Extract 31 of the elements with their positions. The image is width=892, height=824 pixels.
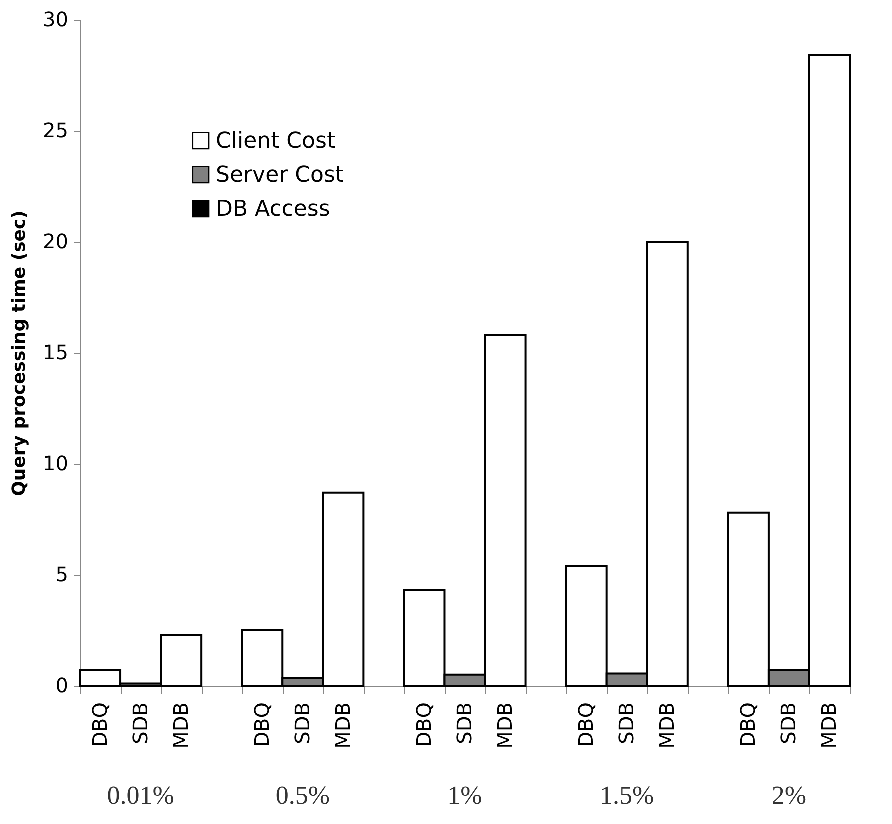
- x-tick-label: DBQ: [88, 702, 112, 748]
- text: 0.01%: [107, 781, 174, 810]
- x-tick-label: MDB: [168, 702, 193, 749]
- y-tick-label: 20: [43, 230, 68, 254]
- x-tick-label: SDB: [776, 702, 801, 744]
- y-tick-label: 25: [43, 118, 68, 142]
- x-tick-label: MDB: [817, 702, 842, 749]
- x-tick-label: DBQ: [250, 702, 274, 748]
- y-tick-label: 10: [43, 452, 68, 476]
- text: 1.5%: [600, 781, 654, 810]
- x-tick-label: SDB: [128, 702, 152, 744]
- y-tick-label: 5: [56, 562, 68, 586]
- x-tick-label: MDB: [655, 702, 680, 749]
- text: 0.5%: [276, 781, 330, 810]
- y-tick-label: 15: [43, 340, 68, 364]
- x-tick-label: SDB: [614, 702, 639, 744]
- y-tick-label: 0: [56, 674, 68, 698]
- text: 2%: [772, 781, 807, 810]
- x-tick-label: DBQ: [574, 702, 598, 748]
- x-tick-label: SDB: [452, 702, 476, 744]
- x-tick-label: DBQ: [736, 702, 760, 748]
- x-tick-label: MDB: [330, 702, 355, 749]
- x-tick-label: MDB: [493, 702, 518, 749]
- legend-label: DB Access: [216, 197, 330, 222]
- legend-label: Client Cost: [216, 129, 336, 154]
- x-tick-label: SDB: [290, 702, 314, 744]
- text: 1%: [448, 781, 482, 810]
- y-tick-label: 30: [43, 8, 68, 32]
- y-axis-title: Query processing time (sec): [9, 210, 30, 496]
- legend-label: Server Cost: [216, 163, 344, 188]
- x-tick-label: DBQ: [412, 702, 436, 748]
